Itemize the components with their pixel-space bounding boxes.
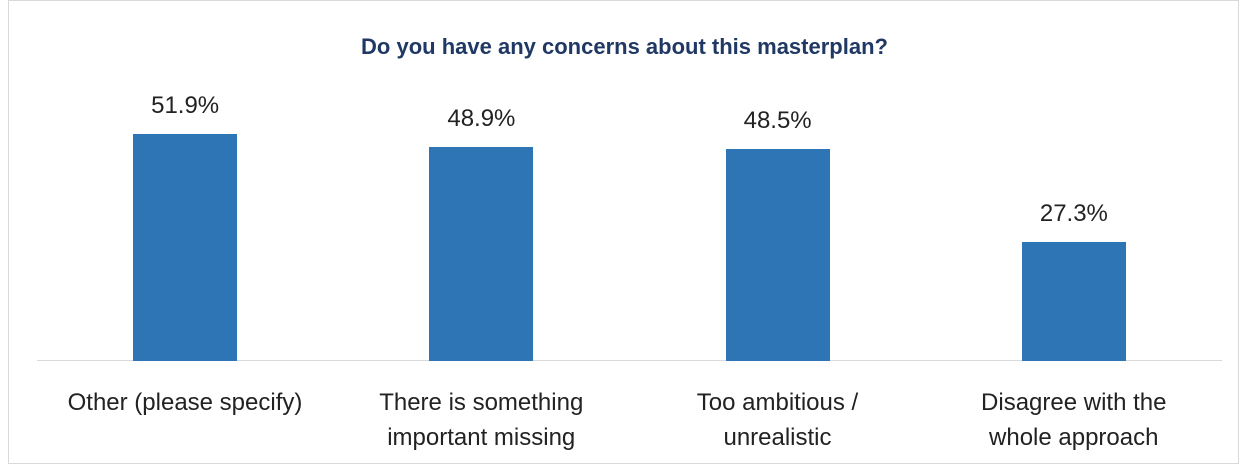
bar — [429, 147, 534, 361]
chart-title: Do you have any concerns about this mast… — [361, 34, 888, 59]
data-label: 48.5% — [743, 107, 812, 135]
data-label: 48.9% — [447, 105, 516, 133]
bar — [1021, 241, 1126, 361]
baseline — [37, 360, 1222, 361]
bar — [725, 149, 830, 361]
x-tick-label: Other (please specify) — [67, 389, 303, 416]
x-tick-label: Disagree with the whole approach — [981, 389, 1167, 451]
data-label: 27.3% — [1039, 199, 1108, 227]
x-tick-label: Too ambitious / unrealistic — [696, 389, 859, 451]
chart-frame — [8, 0, 1239, 464]
x-tick-label: There is something important missing — [379, 389, 584, 451]
data-label: 51.9% — [151, 92, 220, 120]
bar — [133, 134, 238, 361]
